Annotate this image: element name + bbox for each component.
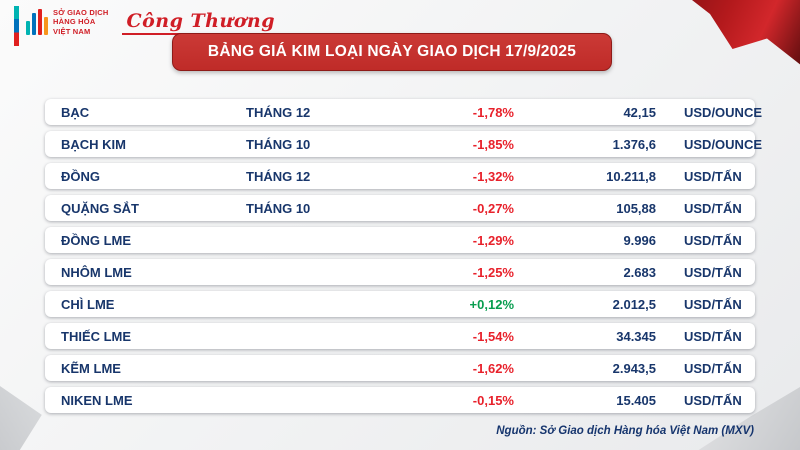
percent-change: -1,32% (472, 168, 514, 184)
price-unit: USD/TẤN (684, 328, 742, 344)
price-unit: USD/TẤN (684, 392, 742, 408)
price-unit: USD/OUNCE (684, 104, 763, 120)
source-note: Nguồn: Sở Giao dịch Hàng hóa Việt Nam (M… (496, 425, 754, 437)
price-unit: USD/TẤN (684, 200, 742, 216)
price-value: 15.405 (616, 392, 656, 408)
header-logos: SỞ GIAO DỊCH HÀNG HÓA VIỆT NAM Công Thươ… (26, 8, 280, 36)
mxv-logo: SỞ GIAO DỊCH HÀNG HÓA VIỆT NAM (26, 8, 108, 36)
table-row: BẠCH KIM THÁNG 10 -1,85% 1.376,6 USD/OUN… (45, 131, 762, 157)
table-row: NIKEN LME -0,15% 15.405 USD/TẤN (45, 387, 755, 413)
metal-name: BẠCH KIM (61, 136, 126, 152)
price-unit: USD/TẤN (684, 360, 742, 376)
metal-name: THIẾC LME (61, 328, 132, 344)
metal-name: ĐỒNG LME (61, 232, 132, 248)
percent-change: -0,27% (472, 200, 514, 216)
table-row: ĐỒNG THÁNG 12 -1,32% 10.211,8 USD/TẤN (45, 163, 755, 189)
title-banner: BẢNG GIÁ KIM LOẠI NGÀY GIAO DỊCH 17/9/20… (172, 33, 612, 71)
table-row: BẠC THÁNG 12 -1,78% 42,15 USD/OUNCE (45, 99, 762, 125)
percent-change: -1,85% (472, 136, 514, 152)
price-value: 9.996 (623, 232, 656, 248)
corner-photo-fragment (692, 0, 800, 65)
metal-name: CHÌ LME (61, 296, 115, 312)
price-unit: USD/OUNCE (684, 136, 763, 152)
price-value: 10.211,8 (606, 168, 656, 184)
contract-month: THÁNG 12 (246, 104, 311, 120)
contract-month: THÁNG 12 (246, 168, 311, 184)
metal-name: NHÔM LME (61, 264, 132, 280)
contract-month: THÁNG 10 (246, 136, 311, 152)
table-row: ĐỒNG LME -1,29% 9.996 USD/TẤN (45, 227, 755, 253)
price-value: 42,15 (623, 104, 656, 120)
contract-month: THÁNG 10 (246, 200, 311, 216)
table-row: QUẶNG SẮT THÁNG 10 -0,27% 105,88 USD/TẤN (45, 195, 755, 221)
price-unit: USD/TẤN (684, 168, 742, 184)
table-row: NHÔM LME -1,25% 2.683 USD/TẤN (45, 259, 755, 285)
metal-name: QUẶNG SẮT (61, 200, 139, 216)
table-row: THIẾC LME -1,54% 34.345 USD/TẤN (45, 323, 755, 349)
metal-name: ĐỒNG (61, 168, 100, 184)
table-row: CHÌ LME +0,12% 2.012,5 USD/TẤN (45, 291, 755, 317)
accent-bar-icon (14, 6, 19, 46)
percent-change: -1,54% (472, 328, 514, 344)
page-title: BẢNG GIÁ KIM LOẠI NGÀY GIAO DỊCH 17/9/20… (207, 43, 577, 60)
price-value: 34.345 (616, 328, 656, 344)
price-table: BẠC THÁNG 12 -1,78% 42,15 USD/OUNCE BẠCH… (45, 99, 762, 419)
price-value: 2.012,5 (612, 296, 656, 312)
mxv-logo-text: SỞ GIAO DỊCH HÀNG HÓA VIỆT NAM (53, 8, 109, 36)
price-value: 2.943,5 (612, 360, 656, 376)
percent-change: +0,12% (469, 296, 514, 312)
percent-change: -1,78% (472, 104, 514, 120)
price-unit: USD/TẤN (684, 232, 742, 248)
table-row: KẼM LME -1,62% 2.943,5 USD/TẤN (45, 355, 755, 381)
price-unit: USD/TẤN (684, 296, 742, 312)
metal-name: NIKEN LME (61, 392, 133, 408)
price-unit: USD/TẤN (684, 264, 742, 280)
percent-change: -1,29% (472, 232, 514, 248)
congthuong-logo: Công Thương (122, 10, 280, 35)
percent-change: -1,62% (472, 360, 514, 376)
percent-change: -1,25% (472, 264, 514, 280)
percent-change: -0,15% (472, 392, 514, 408)
metal-name: KẼM LME (61, 360, 121, 376)
metal-name: BẠC (61, 104, 90, 120)
price-value: 105,88 (616, 200, 656, 216)
price-value: 2.683 (623, 264, 656, 280)
mxv-bars-icon (26, 9, 48, 36)
price-value: 1.376,6 (612, 136, 656, 152)
